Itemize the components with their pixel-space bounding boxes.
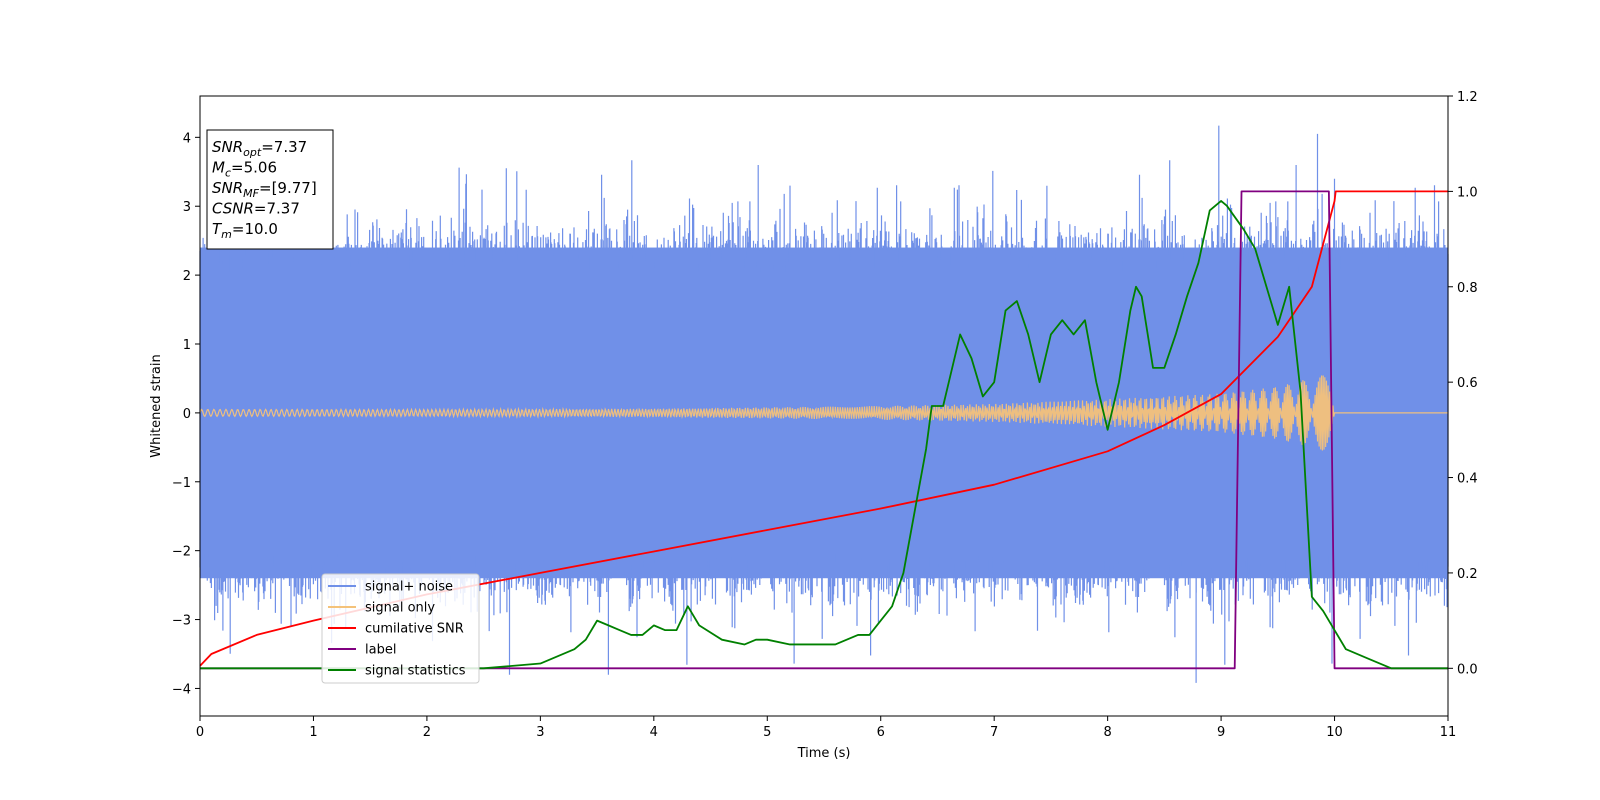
y-left-tick-label: −3 bbox=[172, 614, 191, 629]
y-right-tick-label: 0.8 bbox=[1457, 281, 1478, 296]
y-axis-label: Whitened strain bbox=[149, 354, 164, 457]
x-tick-label: 4 bbox=[650, 725, 658, 740]
annotation-line: SNRMF=[9.77] bbox=[212, 179, 317, 200]
y-left-tick-label: −4 bbox=[172, 682, 191, 697]
y-left-tick-label: 3 bbox=[183, 200, 191, 215]
y-left-tick-label: −2 bbox=[172, 545, 191, 560]
x-tick-label: 1 bbox=[309, 725, 317, 740]
y-left-tick-label: −1 bbox=[172, 476, 191, 491]
x-tick-label: 2 bbox=[423, 725, 431, 740]
line-series-group bbox=[199, 190, 1448, 670]
y-left-tick-label: 1 bbox=[183, 338, 191, 353]
x-tick-label: 9 bbox=[1217, 725, 1225, 740]
legend-label: signal only bbox=[365, 601, 435, 616]
legend-label: signal+ noise bbox=[365, 580, 453, 595]
y-left-tick-label: 0 bbox=[183, 407, 191, 422]
y-right-tick-label: 0.2 bbox=[1457, 567, 1478, 582]
plot-frame bbox=[199, 95, 1449, 717]
legend-label: cumilative SNR bbox=[365, 622, 464, 637]
legend: signal+ noise signal only cumilative SNR la… bbox=[321, 573, 480, 684]
legend-frame bbox=[321, 573, 480, 684]
annotation-line: Tm=10.0 bbox=[212, 220, 278, 241]
annotation-line: Mc=5.06 bbox=[212, 159, 277, 180]
signal-statistics-line bbox=[200, 200, 1448, 670]
x-tick-label: 5 bbox=[763, 725, 771, 740]
y-right-tick-label: 0.0 bbox=[1457, 662, 1478, 677]
annotation-line: CSNR=7.37 bbox=[212, 200, 300, 218]
x-tick-label: 8 bbox=[1103, 725, 1111, 740]
label-line bbox=[200, 190, 1448, 670]
y-right-tick-label: 1.0 bbox=[1457, 185, 1478, 200]
legend-label: signal statistics bbox=[365, 664, 466, 679]
x-axis-label: Time (s) bbox=[797, 746, 851, 761]
x-tick-label: 3 bbox=[536, 725, 544, 740]
y-left-tick-label: 4 bbox=[183, 131, 191, 146]
y-right-tick-label: 1.2 bbox=[1457, 90, 1478, 105]
x-tick-label: 11 bbox=[1440, 725, 1457, 740]
x-tick-label: 6 bbox=[877, 725, 885, 740]
signal-only-series bbox=[199, 375, 1448, 451]
y-left-tick-label: 2 bbox=[183, 269, 191, 284]
annotation-frame bbox=[206, 129, 334, 250]
cumulative-snr-line bbox=[199, 190, 1448, 667]
x-tick-label: 0 bbox=[196, 725, 204, 740]
axis-ticks: 0 1 2 3 4 5 6 7 8 9 10 11 −4 −3 −2 −1 0 1 2 3 4 0.0 0.2 0.4 0.6 0… bbox=[172, 90, 1478, 740]
x-tick-label: 10 bbox=[1326, 725, 1343, 740]
y-right-tick-label: 0.6 bbox=[1457, 376, 1478, 391]
annotation-line: SNRopt=7.37 bbox=[212, 138, 307, 159]
x-tick-label: 7 bbox=[990, 725, 998, 740]
legend-label: label bbox=[365, 643, 396, 658]
signal-only-line bbox=[199, 375, 1448, 451]
y-right-tick-label: 0.4 bbox=[1457, 472, 1478, 487]
